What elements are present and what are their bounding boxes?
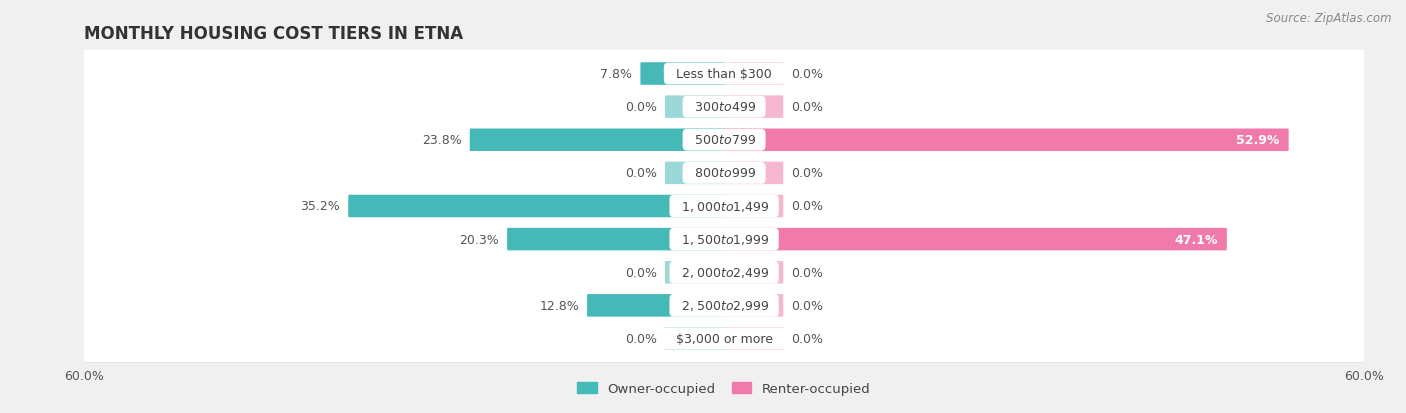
Text: 0.0%: 0.0%	[624, 266, 657, 279]
Text: $300 to $499: $300 to $499	[688, 101, 761, 114]
FancyBboxPatch shape	[82, 150, 1367, 197]
FancyBboxPatch shape	[665, 162, 724, 185]
Text: $3,000 or more: $3,000 or more	[668, 332, 780, 345]
FancyBboxPatch shape	[83, 52, 1367, 99]
FancyBboxPatch shape	[724, 228, 1227, 251]
Text: Source: ZipAtlas.com: Source: ZipAtlas.com	[1267, 12, 1392, 25]
FancyBboxPatch shape	[640, 63, 724, 85]
Text: 0.0%: 0.0%	[792, 299, 824, 312]
Text: $2,500 to $2,999: $2,500 to $2,999	[673, 299, 775, 313]
Text: 12.8%: 12.8%	[540, 299, 579, 312]
Text: 0.0%: 0.0%	[792, 332, 824, 345]
Text: 52.9%: 52.9%	[1236, 134, 1279, 147]
FancyBboxPatch shape	[82, 50, 1367, 98]
Text: $500 to $799: $500 to $799	[688, 134, 761, 147]
Text: 23.8%: 23.8%	[422, 134, 461, 147]
Text: 7.8%: 7.8%	[600, 68, 633, 81]
FancyBboxPatch shape	[665, 261, 724, 284]
FancyBboxPatch shape	[724, 96, 783, 119]
Text: 0.0%: 0.0%	[624, 101, 657, 114]
FancyBboxPatch shape	[588, 294, 724, 317]
Text: 35.2%: 35.2%	[301, 200, 340, 213]
Text: MONTHLY HOUSING COST TIERS IN ETNA: MONTHLY HOUSING COST TIERS IN ETNA	[84, 25, 464, 43]
Text: 0.0%: 0.0%	[792, 167, 824, 180]
Text: 0.0%: 0.0%	[792, 266, 824, 279]
FancyBboxPatch shape	[82, 183, 1367, 230]
Text: $1,500 to $1,999: $1,500 to $1,999	[673, 233, 775, 247]
Text: 47.1%: 47.1%	[1174, 233, 1218, 246]
FancyBboxPatch shape	[83, 118, 1367, 165]
FancyBboxPatch shape	[82, 315, 1367, 363]
FancyBboxPatch shape	[82, 83, 1367, 131]
Text: 0.0%: 0.0%	[792, 101, 824, 114]
FancyBboxPatch shape	[724, 129, 1289, 152]
Text: 20.3%: 20.3%	[460, 233, 499, 246]
Text: 0.0%: 0.0%	[624, 332, 657, 345]
FancyBboxPatch shape	[83, 316, 1367, 363]
Legend: Owner-occupied, Renter-occupied: Owner-occupied, Renter-occupied	[572, 377, 876, 401]
FancyBboxPatch shape	[82, 116, 1367, 164]
FancyBboxPatch shape	[83, 184, 1367, 231]
Text: 0.0%: 0.0%	[792, 68, 824, 81]
FancyBboxPatch shape	[724, 294, 783, 317]
FancyBboxPatch shape	[83, 151, 1367, 198]
FancyBboxPatch shape	[82, 282, 1367, 330]
FancyBboxPatch shape	[724, 63, 783, 85]
FancyBboxPatch shape	[82, 216, 1367, 263]
FancyBboxPatch shape	[724, 328, 783, 350]
Text: $800 to $999: $800 to $999	[688, 167, 761, 180]
FancyBboxPatch shape	[508, 228, 724, 251]
Text: 0.0%: 0.0%	[624, 167, 657, 180]
FancyBboxPatch shape	[470, 129, 724, 152]
FancyBboxPatch shape	[83, 250, 1367, 297]
FancyBboxPatch shape	[83, 283, 1367, 330]
FancyBboxPatch shape	[82, 249, 1367, 297]
FancyBboxPatch shape	[724, 195, 783, 218]
FancyBboxPatch shape	[724, 162, 783, 185]
Text: $1,000 to $1,499: $1,000 to $1,499	[673, 199, 775, 214]
FancyBboxPatch shape	[83, 217, 1367, 264]
FancyBboxPatch shape	[724, 261, 783, 284]
Text: 0.0%: 0.0%	[792, 200, 824, 213]
FancyBboxPatch shape	[349, 195, 724, 218]
FancyBboxPatch shape	[665, 96, 724, 119]
Text: Less than $300: Less than $300	[668, 68, 780, 81]
FancyBboxPatch shape	[83, 85, 1367, 132]
Text: $2,000 to $2,499: $2,000 to $2,499	[673, 266, 775, 280]
FancyBboxPatch shape	[665, 328, 724, 350]
